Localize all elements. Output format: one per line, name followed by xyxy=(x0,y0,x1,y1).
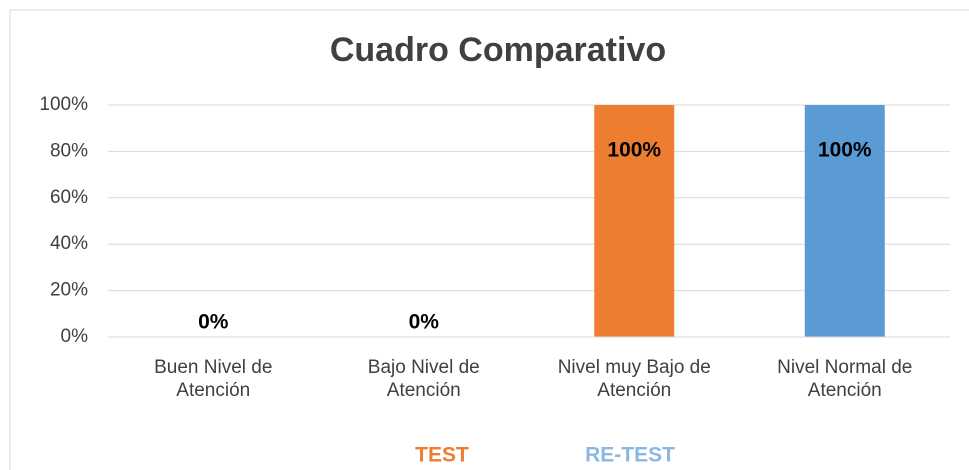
y-tick-label: 60% xyxy=(50,187,88,208)
legend-label: TEST xyxy=(415,444,469,467)
y-tick-label: 20% xyxy=(50,280,88,301)
data-label: 100% xyxy=(818,139,872,162)
legend-label: RE-TEST xyxy=(585,444,675,467)
y-tick-label: 40% xyxy=(50,233,88,254)
data-label: 100% xyxy=(607,139,661,162)
bar xyxy=(804,105,885,337)
bar xyxy=(594,105,675,337)
data-label: 0% xyxy=(409,311,440,334)
y-tick-label: 80% xyxy=(50,140,88,161)
chart-title: Cuadro Comparativo xyxy=(330,31,666,69)
data-label: 0% xyxy=(198,311,229,334)
x-tick-label: Buen Nivel de Atención xyxy=(154,357,273,401)
y-tick-label: 0% xyxy=(61,326,89,347)
y-tick-label: 100% xyxy=(39,94,88,115)
x-tick-label: Nivel Normal de Atención xyxy=(777,357,913,401)
x-tick-label: Bajo Nivel de Atención xyxy=(367,357,480,401)
x-tick-label: Nivel muy Bajo de Atención xyxy=(557,357,711,401)
